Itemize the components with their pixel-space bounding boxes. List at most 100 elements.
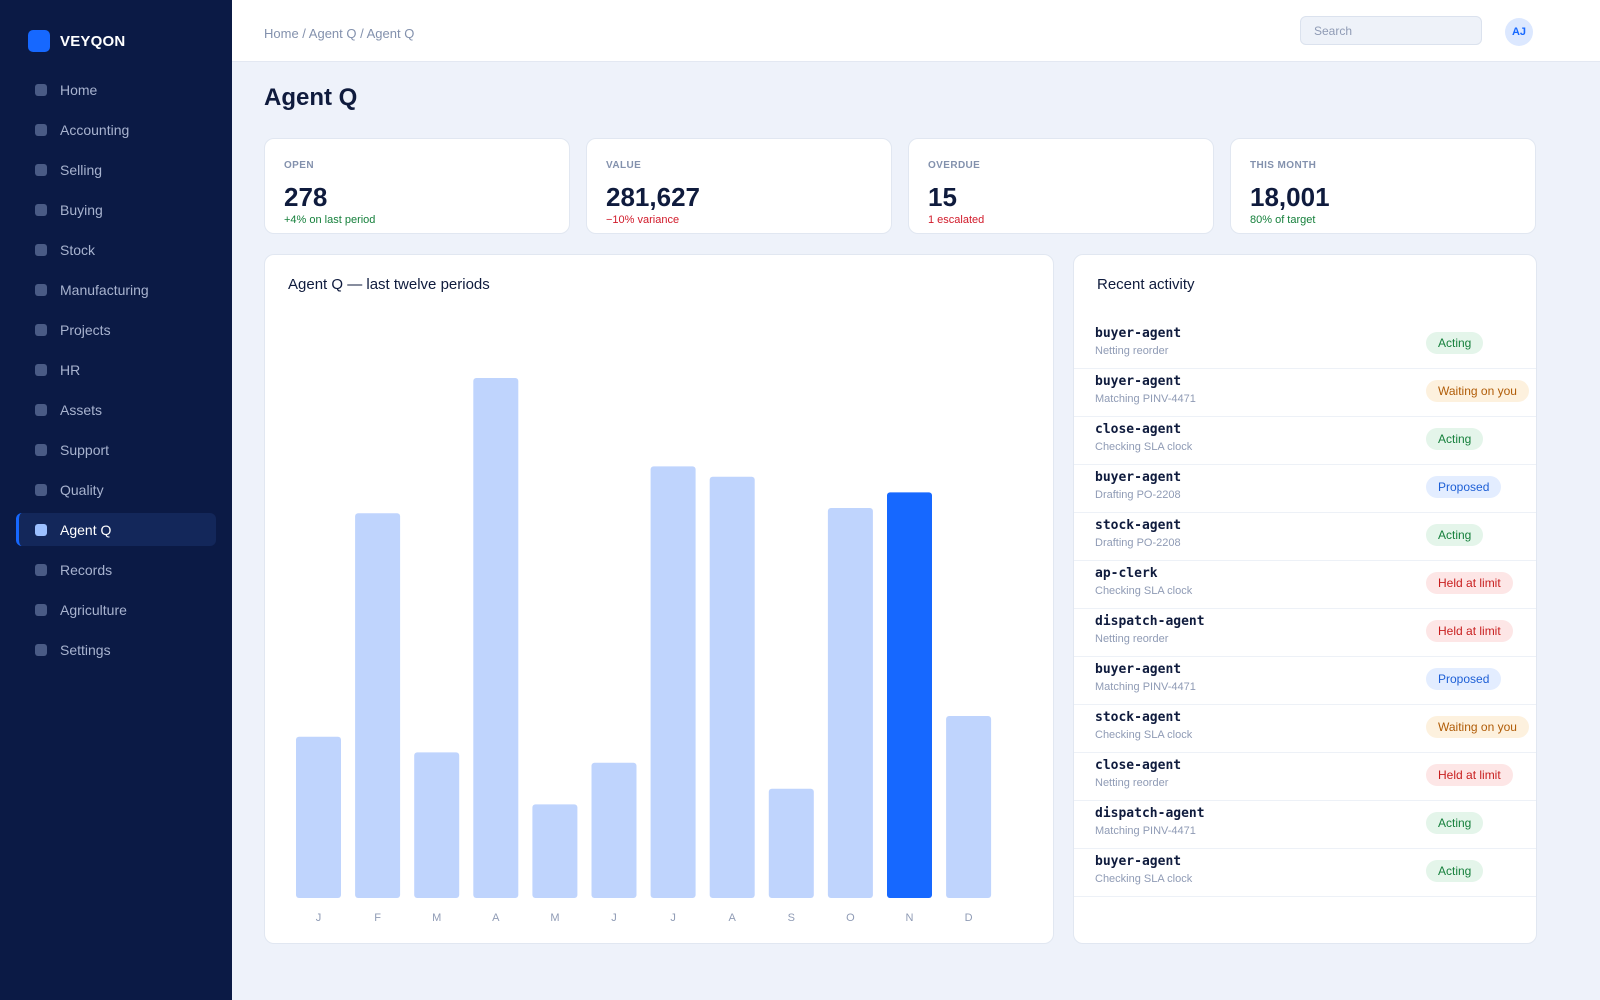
sidebar-item-agent-q[interactable]: Agent Q bbox=[16, 513, 216, 546]
bar-12[interactable] bbox=[946, 716, 992, 898]
activity-row[interactable]: stock-agent Checking SLA clock Waiting on … bbox=[1074, 705, 1536, 753]
kpi-delta: 1 escalated bbox=[928, 214, 985, 226]
sidebar: VEYQON Home Accounting Selling Buying Stock M… bbox=[0, 0, 232, 1000]
kpi-label: THIS MONTH bbox=[1250, 160, 1317, 171]
search-input[interactable] bbox=[1300, 16, 1482, 45]
nav-square-icon bbox=[35, 163, 47, 176]
sidebar-item-buying[interactable]: Buying bbox=[16, 193, 216, 226]
x-tick-label: F bbox=[374, 912, 381, 924]
activity-task: Matching PINV-4471 bbox=[1095, 393, 1196, 405]
activity-row[interactable]: dispatch-agent Netting reorder Held at lim… bbox=[1074, 609, 1536, 657]
activity-agent: dispatch-agent bbox=[1095, 614, 1205, 629]
activity-task: Matching PINV-4471 bbox=[1095, 825, 1196, 837]
chart-title: Agent Q — last twelve periods bbox=[288, 276, 490, 293]
activity-row[interactable]: close-agent Netting reorder Held at limit bbox=[1074, 753, 1536, 801]
activity-task: Drafting PO-2208 bbox=[1095, 537, 1181, 549]
sidebar-item-stock[interactable]: Stock bbox=[16, 233, 216, 266]
nav-square-icon bbox=[35, 403, 47, 416]
activity-row[interactable]: buyer-agent Checking SLA clock Acting bbox=[1074, 849, 1536, 897]
activity-task: Checking SLA clock bbox=[1095, 729, 1193, 741]
sidebar-item-label: Support bbox=[60, 441, 110, 458]
brand-logo-icon bbox=[28, 30, 50, 52]
bar-10[interactable] bbox=[827, 508, 873, 898]
activity-agent: stock-agent bbox=[1095, 710, 1182, 725]
activity-task: Drafting PO-2208 bbox=[1095, 489, 1181, 501]
activity-row[interactable]: dispatch-agent Matching PINV-4471 Acting bbox=[1074, 801, 1536, 849]
activity-agent: buyer-agent bbox=[1095, 854, 1182, 869]
sidebar-item-manufacturing[interactable]: Manufacturing bbox=[16, 273, 216, 306]
kpi-card-overdue: OVERDUE 15 1 escalated bbox=[908, 138, 1214, 234]
sidebar-item-label: Quality bbox=[60, 481, 104, 498]
x-tick-label: M bbox=[550, 912, 559, 924]
sidebar-item-agriculture[interactable]: Agriculture bbox=[16, 593, 216, 626]
status-badge: Proposed bbox=[1426, 668, 1502, 690]
bar-2[interactable] bbox=[355, 513, 401, 898]
bar-3[interactable] bbox=[414, 752, 460, 898]
x-tick-label: M bbox=[432, 912, 441, 924]
activity-agent: close-agent bbox=[1095, 422, 1182, 437]
kpi-value: 278 bbox=[284, 182, 328, 212]
activity-row[interactable]: buyer-agent Matching PINV-4471 Waiting on … bbox=[1074, 369, 1536, 417]
sidebar-item-label: Projects bbox=[60, 321, 111, 338]
activity-agent: ap-clerk bbox=[1095, 566, 1158, 581]
sidebar-item-quality[interactable]: Quality bbox=[16, 473, 216, 506]
sidebar-item-label: Agriculture bbox=[60, 601, 127, 618]
activity-row[interactable]: buyer-agent Matching PINV-4471 Proposed bbox=[1074, 657, 1536, 705]
activity-task: Checking SLA clock bbox=[1095, 873, 1193, 885]
sidebar-item-records[interactable]: Records bbox=[16, 553, 216, 586]
status-badge: Proposed bbox=[1426, 476, 1502, 498]
top-bar: Home / Agent Q / Agent Q AJ bbox=[232, 0, 1600, 62]
x-tick-label: N bbox=[906, 912, 914, 924]
status-badge: Waiting on you bbox=[1426, 380, 1529, 402]
bar-7[interactable] bbox=[650, 466, 696, 898]
status-badge: Acting bbox=[1426, 812, 1484, 834]
avatar[interactable]: AJ bbox=[1505, 18, 1533, 46]
activity-row[interactable]: buyer-agent Netting reorder Acting bbox=[1074, 321, 1536, 369]
sidebar-item-projects[interactable]: Projects bbox=[16, 313, 216, 346]
activity-row[interactable]: close-agent Checking SLA clock Acting bbox=[1074, 417, 1536, 465]
status-badge: Acting bbox=[1426, 332, 1484, 354]
activity-task: Matching PINV-4471 bbox=[1095, 681, 1196, 693]
sidebar-item-support[interactable]: Support bbox=[16, 433, 216, 466]
kpi-value: 15 bbox=[928, 182, 957, 212]
sidebar-item-settings[interactable]: Settings bbox=[16, 633, 216, 666]
sidebar-item-label: Settings bbox=[60, 641, 111, 658]
nav-square-icon bbox=[35, 643, 47, 656]
status-badge: Held at limit bbox=[1426, 764, 1513, 786]
x-tick-label: J bbox=[316, 912, 322, 924]
activity-agent: buyer-agent bbox=[1095, 662, 1182, 677]
status-badge: Acting bbox=[1426, 428, 1484, 450]
sidebar-item-label: Buying bbox=[60, 201, 103, 218]
nav-square-icon bbox=[35, 323, 47, 336]
activity-row[interactable]: stock-agent Drafting PO-2208 Acting bbox=[1074, 513, 1536, 561]
activity-agent: close-agent bbox=[1095, 758, 1182, 773]
x-tick-label: O bbox=[846, 912, 855, 924]
activity-agent: buyer-agent bbox=[1095, 326, 1182, 341]
activity-row[interactable]: ap-clerk Checking SLA clock Held at limit bbox=[1074, 561, 1536, 609]
sidebar-item-hr[interactable]: HR bbox=[16, 353, 216, 386]
x-tick-label: S bbox=[788, 912, 795, 924]
sidebar-item-assets[interactable]: Assets bbox=[16, 393, 216, 426]
breadcrumb[interactable]: Home / Agent Q / Agent Q bbox=[264, 26, 415, 41]
activity-row[interactable]: buyer-agent Drafting PO-2208 Proposed bbox=[1074, 465, 1536, 513]
activity-task: Netting reorder bbox=[1095, 345, 1169, 357]
status-badge: Waiting on you bbox=[1426, 716, 1529, 738]
bar-5[interactable] bbox=[532, 804, 578, 898]
activity-agent: buyer-agent bbox=[1095, 374, 1182, 389]
bar-8[interactable] bbox=[709, 476, 755, 898]
kpi-card-open: OPEN 278 +4% on last period bbox=[264, 138, 570, 234]
x-tick-label: A bbox=[729, 912, 737, 924]
sidebar-item-label: Home bbox=[60, 81, 98, 98]
nav-square-icon bbox=[35, 483, 47, 496]
brand-name: VEYQON bbox=[60, 32, 126, 50]
sidebar-item-accounting[interactable]: Accounting bbox=[16, 113, 216, 146]
bar-9[interactable] bbox=[768, 788, 814, 898]
bar-4[interactable] bbox=[473, 378, 519, 898]
brand[interactable]: VEYQON bbox=[28, 30, 125, 52]
bar-6[interactable] bbox=[591, 762, 637, 898]
chart-panel: Agent Q — last twelve periods J F M A M J J A S O… bbox=[264, 254, 1054, 944]
bar-11[interactable] bbox=[887, 492, 932, 898]
bar-1[interactable] bbox=[296, 736, 341, 898]
sidebar-item-selling[interactable]: Selling bbox=[16, 153, 216, 186]
sidebar-item-home[interactable]: Home bbox=[16, 73, 216, 106]
